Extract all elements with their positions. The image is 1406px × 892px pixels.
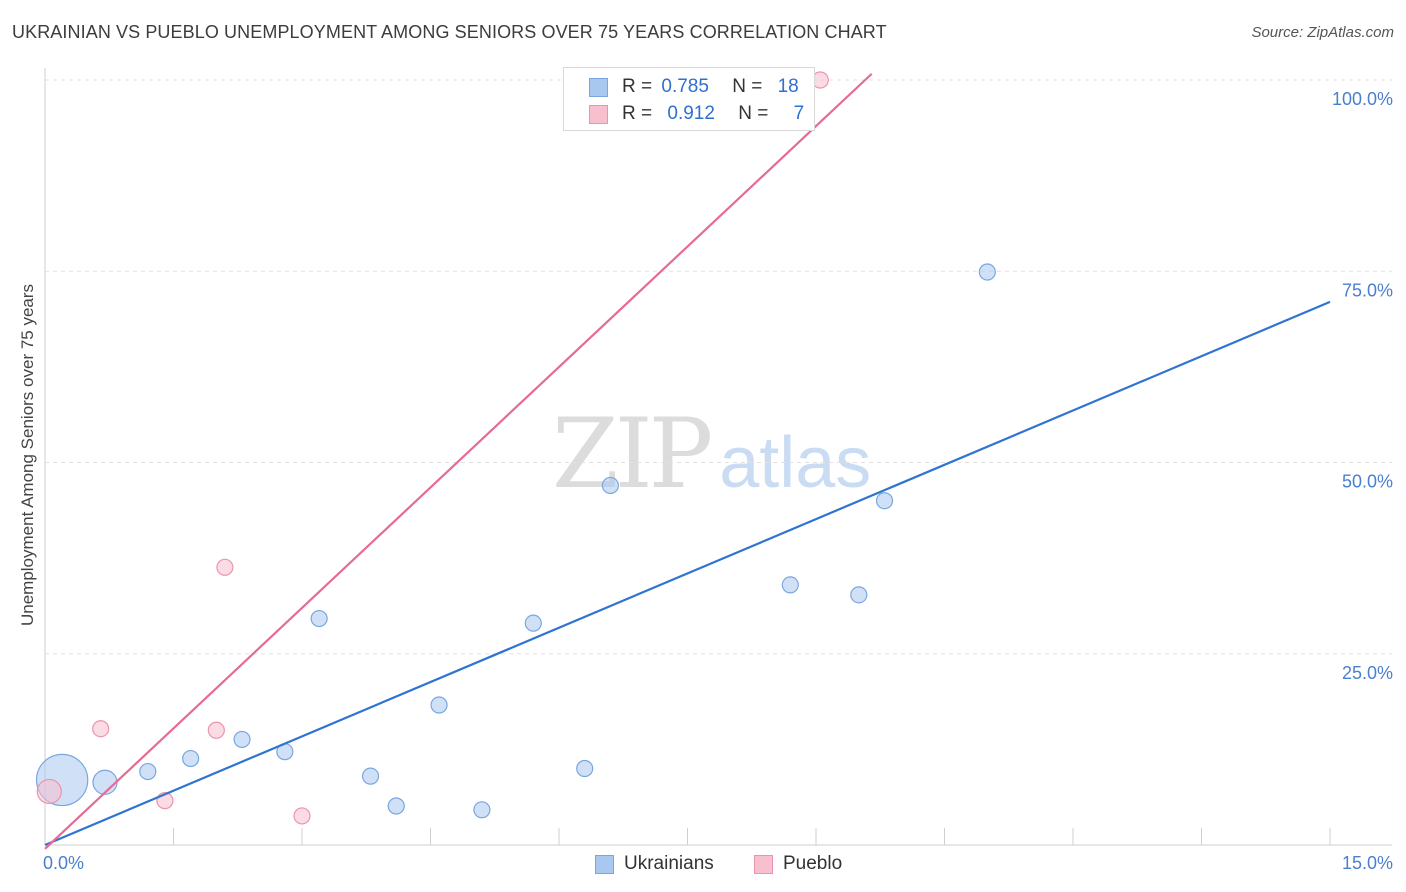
trend-line-pueblo: [44, 73, 873, 850]
bottom-legend-pueblo: Pueblo: [754, 852, 842, 876]
data-point-ukrainians: [850, 586, 868, 604]
y-tick-label: 75.0%: [1342, 280, 1393, 300]
correlation-legend: R = 0.785 N = 18 R = 0.912 N = 7: [563, 67, 815, 131]
data-point-pueblo: [92, 720, 110, 738]
data-point-ukrainians: [524, 614, 542, 632]
y-tick-label: 25.0%: [1342, 663, 1393, 683]
data-point-ukrainians: [139, 762, 157, 781]
legend-n-value: 18: [777, 76, 799, 97]
chart-title: UKRAINIAN VS PUEBLO UNEMPLOYMENT AMONG S…: [12, 22, 887, 42]
source-label: Source: ZipAtlas.com: [1251, 24, 1394, 41]
legend-r-value: 0.785: [661, 76, 709, 97]
data-point-pueblo: [207, 721, 225, 739]
data-point-ukrainians: [576, 759, 594, 778]
legend-swatch-ukrainians: [589, 77, 608, 97]
legend-r-label: R =: [622, 103, 653, 124]
data-point-pueblo: [216, 558, 234, 576]
legend-r-label: R =: [622, 76, 653, 97]
data-point-ukrainians: [875, 492, 894, 510]
legend-n-label: N =: [738, 103, 769, 124]
legend-text-ukrainians: R = 0.785 N = 18: [622, 76, 799, 98]
data-point-pueblo: [36, 778, 62, 805]
data-point-ukrainians: [387, 797, 405, 815]
data-point-ukrainians: [361, 767, 380, 785]
data-point-ukrainians: [92, 769, 118, 795]
legend-swatch-pueblo: [589, 104, 608, 124]
bottom-legend-swatch-ukrainians: [595, 854, 614, 874]
y-tick-label: 50.0%: [1342, 472, 1393, 492]
data-point-ukrainians: [310, 609, 328, 628]
data-point-ukrainians: [182, 749, 200, 768]
data-point-pueblo: [293, 807, 311, 825]
legend-n-label: N =: [732, 76, 763, 97]
x-tick-label: 15.0%: [1342, 853, 1393, 873]
bottom-legend-ukrainians: Ukrainians: [595, 852, 714, 876]
data-point-ukrainians: [601, 476, 620, 495]
data-point-ukrainians: [233, 730, 251, 749]
data-point-ukrainians: [781, 576, 799, 594]
trend-line-ukrainians: [44, 300, 1331, 847]
data-point-ukrainians: [430, 696, 448, 714]
watermark-zip: ZIP: [552, 398, 713, 510]
x-tick-label: 0.0%: [43, 853, 84, 873]
legend-r-value: 0.912: [667, 103, 715, 124]
bottom-legend-swatch-pueblo: [754, 854, 773, 874]
bottom-legend-label-ukrainians: Ukrainians: [624, 853, 714, 874]
bottom-legend-label-pueblo: Pueblo: [783, 853, 843, 874]
legend-n-value: 7: [793, 103, 805, 124]
y-tick-label: 100.0%: [1332, 89, 1393, 109]
legend-text-pueblo: R = 0.912 N = 7: [622, 103, 804, 125]
data-point-ukrainians: [978, 263, 996, 281]
data-point-ukrainians: [473, 801, 491, 819]
